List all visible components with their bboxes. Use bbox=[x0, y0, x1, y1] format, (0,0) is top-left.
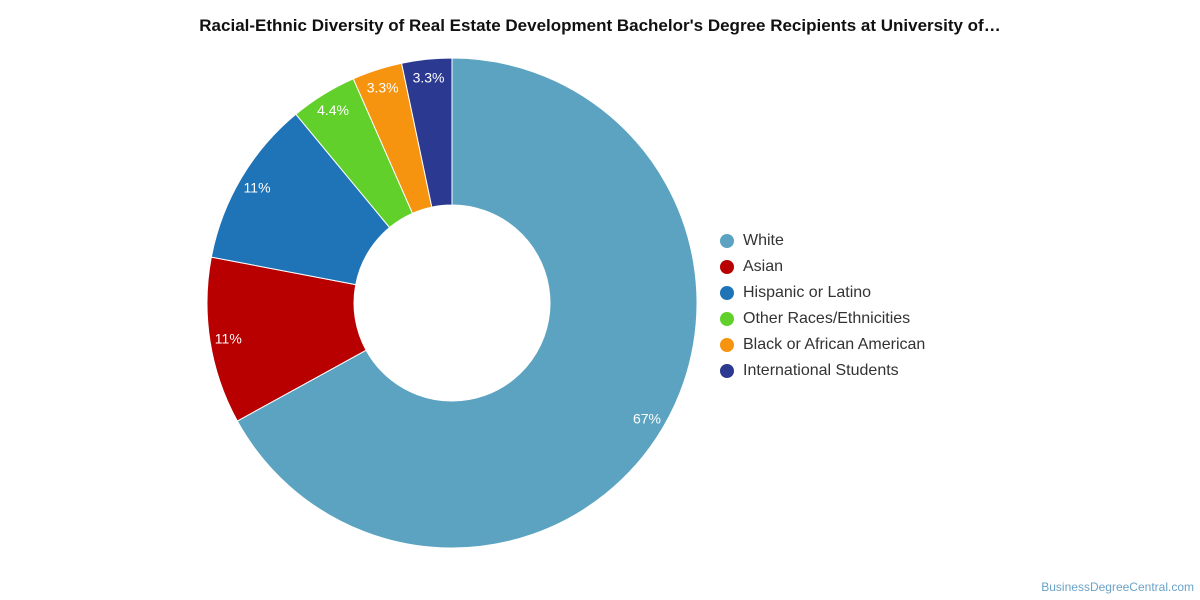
legend-swatch bbox=[720, 312, 734, 326]
chart-legend: White Asian Hispanic or Latino Other Races/… bbox=[720, 228, 925, 384]
legend-item-white[interactable]: White bbox=[720, 228, 925, 254]
watermark[interactable]: BusinessDegreeCentral.com bbox=[1041, 580, 1194, 594]
slice-label-international-students: 3.3% bbox=[413, 70, 445, 86]
chart-title: Racial-Ethnic Diversity of Real Estate D… bbox=[199, 16, 1001, 35]
legend-label: International Students bbox=[743, 362, 899, 379]
legend-label: White bbox=[743, 232, 784, 249]
slice-label-hispanic-or-latino: 11% bbox=[244, 180, 271, 196]
slice-international-students[interactable] bbox=[400, 57, 453, 208]
slice-label-other-races-ethnicities: 4.4% bbox=[317, 102, 349, 118]
legend-swatch bbox=[720, 338, 734, 352]
legend-label: Other Races/Ethnicities bbox=[743, 310, 911, 327]
legend-label: Asian bbox=[743, 258, 784, 275]
legend-item-international-students[interactable]: International Students bbox=[720, 358, 925, 384]
slice-white[interactable] bbox=[236, 57, 698, 549]
slice-label-white: 67% bbox=[633, 410, 661, 426]
legend-item-asian[interactable]: Asian bbox=[720, 254, 925, 280]
legend-item-black-or-african-american[interactable]: Black or African American bbox=[720, 332, 925, 358]
legend-swatch bbox=[720, 364, 734, 378]
legend-label: Black or African American bbox=[743, 336, 926, 353]
legend-swatch bbox=[720, 286, 734, 300]
legend-swatch bbox=[720, 234, 734, 248]
legend-item-hispanic-or-latino[interactable]: Hispanic or Latino bbox=[720, 280, 925, 306]
legend-item-other-races-ethnicities[interactable]: Other Races/Ethnicities bbox=[720, 306, 925, 332]
slice-label-black-or-african-american: 3.3% bbox=[367, 79, 399, 95]
legend-label: Hispanic or Latino bbox=[743, 284, 872, 301]
slice-label-asian: 11% bbox=[215, 330, 242, 346]
legend-swatch bbox=[720, 260, 734, 274]
